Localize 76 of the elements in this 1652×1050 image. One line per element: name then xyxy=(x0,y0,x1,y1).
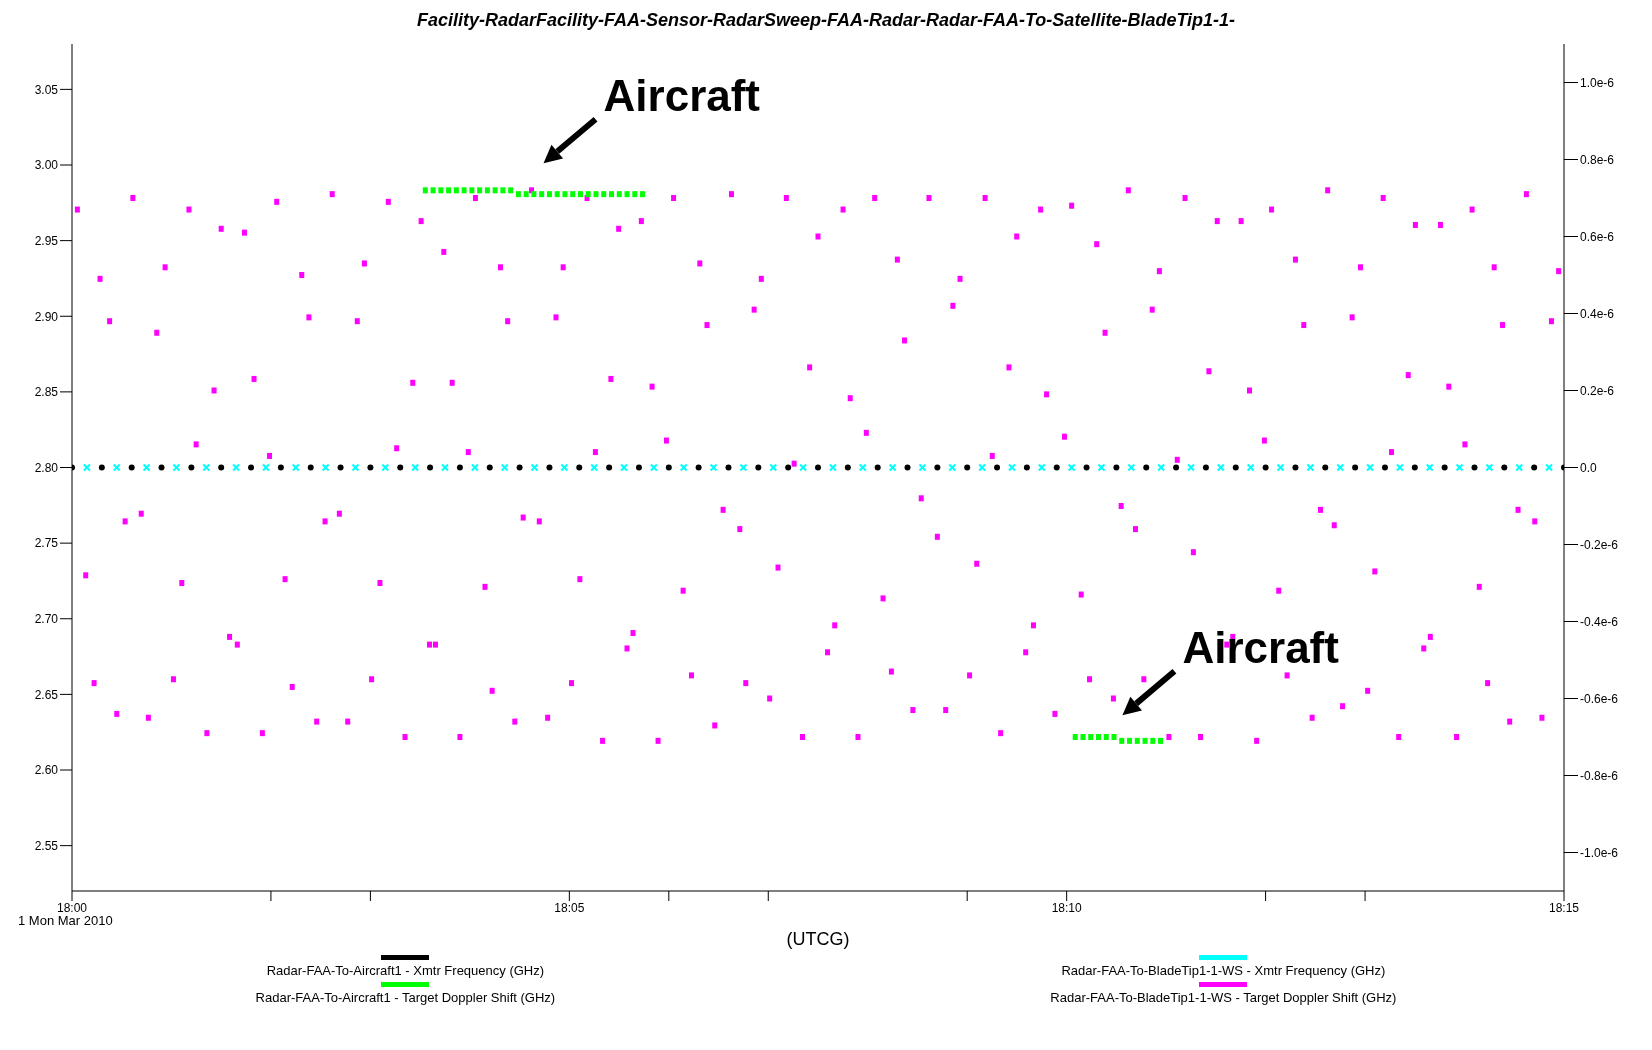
y2-tick-label: -0.8e-6 xyxy=(1580,768,1619,783)
y-tick-label: 2.65 xyxy=(34,687,59,702)
point xyxy=(438,187,444,194)
y-tick-label: 3.05 xyxy=(34,82,59,97)
legend-label: Radar-FAA-To-Aircraft1 - Xmtr Frequency (GHz) xyxy=(266,963,545,978)
chart-title: Facility-RadarFacility-FAA-Sensor-RadarSweep-FAA-Radar-Radar-FAA-To-Satellite-BladeTip1-1- xyxy=(415,9,1237,32)
point xyxy=(1134,737,1140,744)
y-tick-label: 2.60 xyxy=(34,763,59,778)
point xyxy=(430,187,436,194)
y2-tick-label: 0.2e-6 xyxy=(1580,383,1615,398)
y-tick-label: 2.95 xyxy=(34,233,59,248)
point xyxy=(461,187,467,194)
x-tick-label: 18:00 xyxy=(56,900,88,915)
point xyxy=(500,187,506,194)
point xyxy=(1088,734,1094,740)
point xyxy=(1111,734,1117,740)
y2-tick-label: -0.6e-6 xyxy=(1580,691,1619,706)
point xyxy=(422,187,428,194)
y-tick-label: 2.80 xyxy=(34,460,59,475)
point xyxy=(562,191,568,198)
legend-label: Radar-FAA-To-BladeTip1-1-WS - Xmtr Frequency (GHz) xyxy=(1061,963,1386,978)
point xyxy=(477,187,483,194)
point xyxy=(531,191,537,198)
y-tick-label: 3.00 xyxy=(34,158,59,173)
x-tick-label: 18:10 xyxy=(1051,900,1083,915)
text: 1 Mon Mar 2010 xyxy=(18,913,113,928)
point xyxy=(570,191,576,198)
y2-tick-label: 0.4e-6 xyxy=(1580,306,1615,321)
point xyxy=(1096,734,1101,740)
legend-label: Radar-FAA-To-BladeTip1-1-WS - Target Doppler Shift (GHz) xyxy=(1050,990,1397,1005)
point xyxy=(616,191,622,198)
point xyxy=(446,187,452,194)
legend-label: Radar-FAA-To-Aircraft1 - Target Doppler Shift (GHz) xyxy=(255,990,556,1005)
point xyxy=(546,191,552,198)
y-tick-label: 2.55 xyxy=(34,838,59,853)
point xyxy=(484,187,490,194)
x-axis-title: (UTCG) xyxy=(786,929,850,949)
point xyxy=(601,191,607,198)
point xyxy=(469,187,475,194)
y2-tick-label: 0.6e-6 xyxy=(1580,229,1615,244)
point xyxy=(632,191,638,198)
point xyxy=(1103,734,1109,740)
point xyxy=(1158,737,1164,744)
y2-tick-label: 1.0e-6 xyxy=(1580,75,1615,90)
point xyxy=(624,191,630,198)
y2-tick-label: -0.2e-6 xyxy=(1580,537,1619,552)
point xyxy=(585,191,591,198)
point xyxy=(508,187,514,194)
y-tick-label: 2.75 xyxy=(34,536,59,551)
x-tick-label: 18:15 xyxy=(1548,900,1580,915)
point xyxy=(1142,737,1148,744)
y2-tick-label: -0.4e-6 xyxy=(1580,614,1619,629)
point xyxy=(539,191,545,198)
point xyxy=(453,187,459,194)
point xyxy=(640,191,646,198)
point xyxy=(593,191,599,198)
point xyxy=(492,187,498,194)
y2-tick-label: 0.0 xyxy=(1580,460,1598,475)
point xyxy=(1080,734,1086,740)
annotation: Aircraft xyxy=(603,71,761,121)
point xyxy=(515,191,521,198)
y2-tick-label: 0.8e-6 xyxy=(1580,152,1615,167)
point xyxy=(1127,737,1133,744)
point xyxy=(554,191,560,198)
point xyxy=(1150,737,1156,744)
annotation: Aircraft xyxy=(1182,623,1340,673)
y-tick-label: 2.85 xyxy=(34,385,59,400)
y2-tick-label: -1.0e-6 xyxy=(1580,845,1619,860)
point xyxy=(523,191,529,198)
x-tick-label: 18:05 xyxy=(554,900,585,915)
point xyxy=(609,191,615,198)
y-tick-label: 2.90 xyxy=(34,309,59,324)
point xyxy=(577,191,583,198)
point xyxy=(1119,737,1125,744)
y-tick-label: 2.70 xyxy=(34,612,59,627)
point xyxy=(1072,734,1078,740)
